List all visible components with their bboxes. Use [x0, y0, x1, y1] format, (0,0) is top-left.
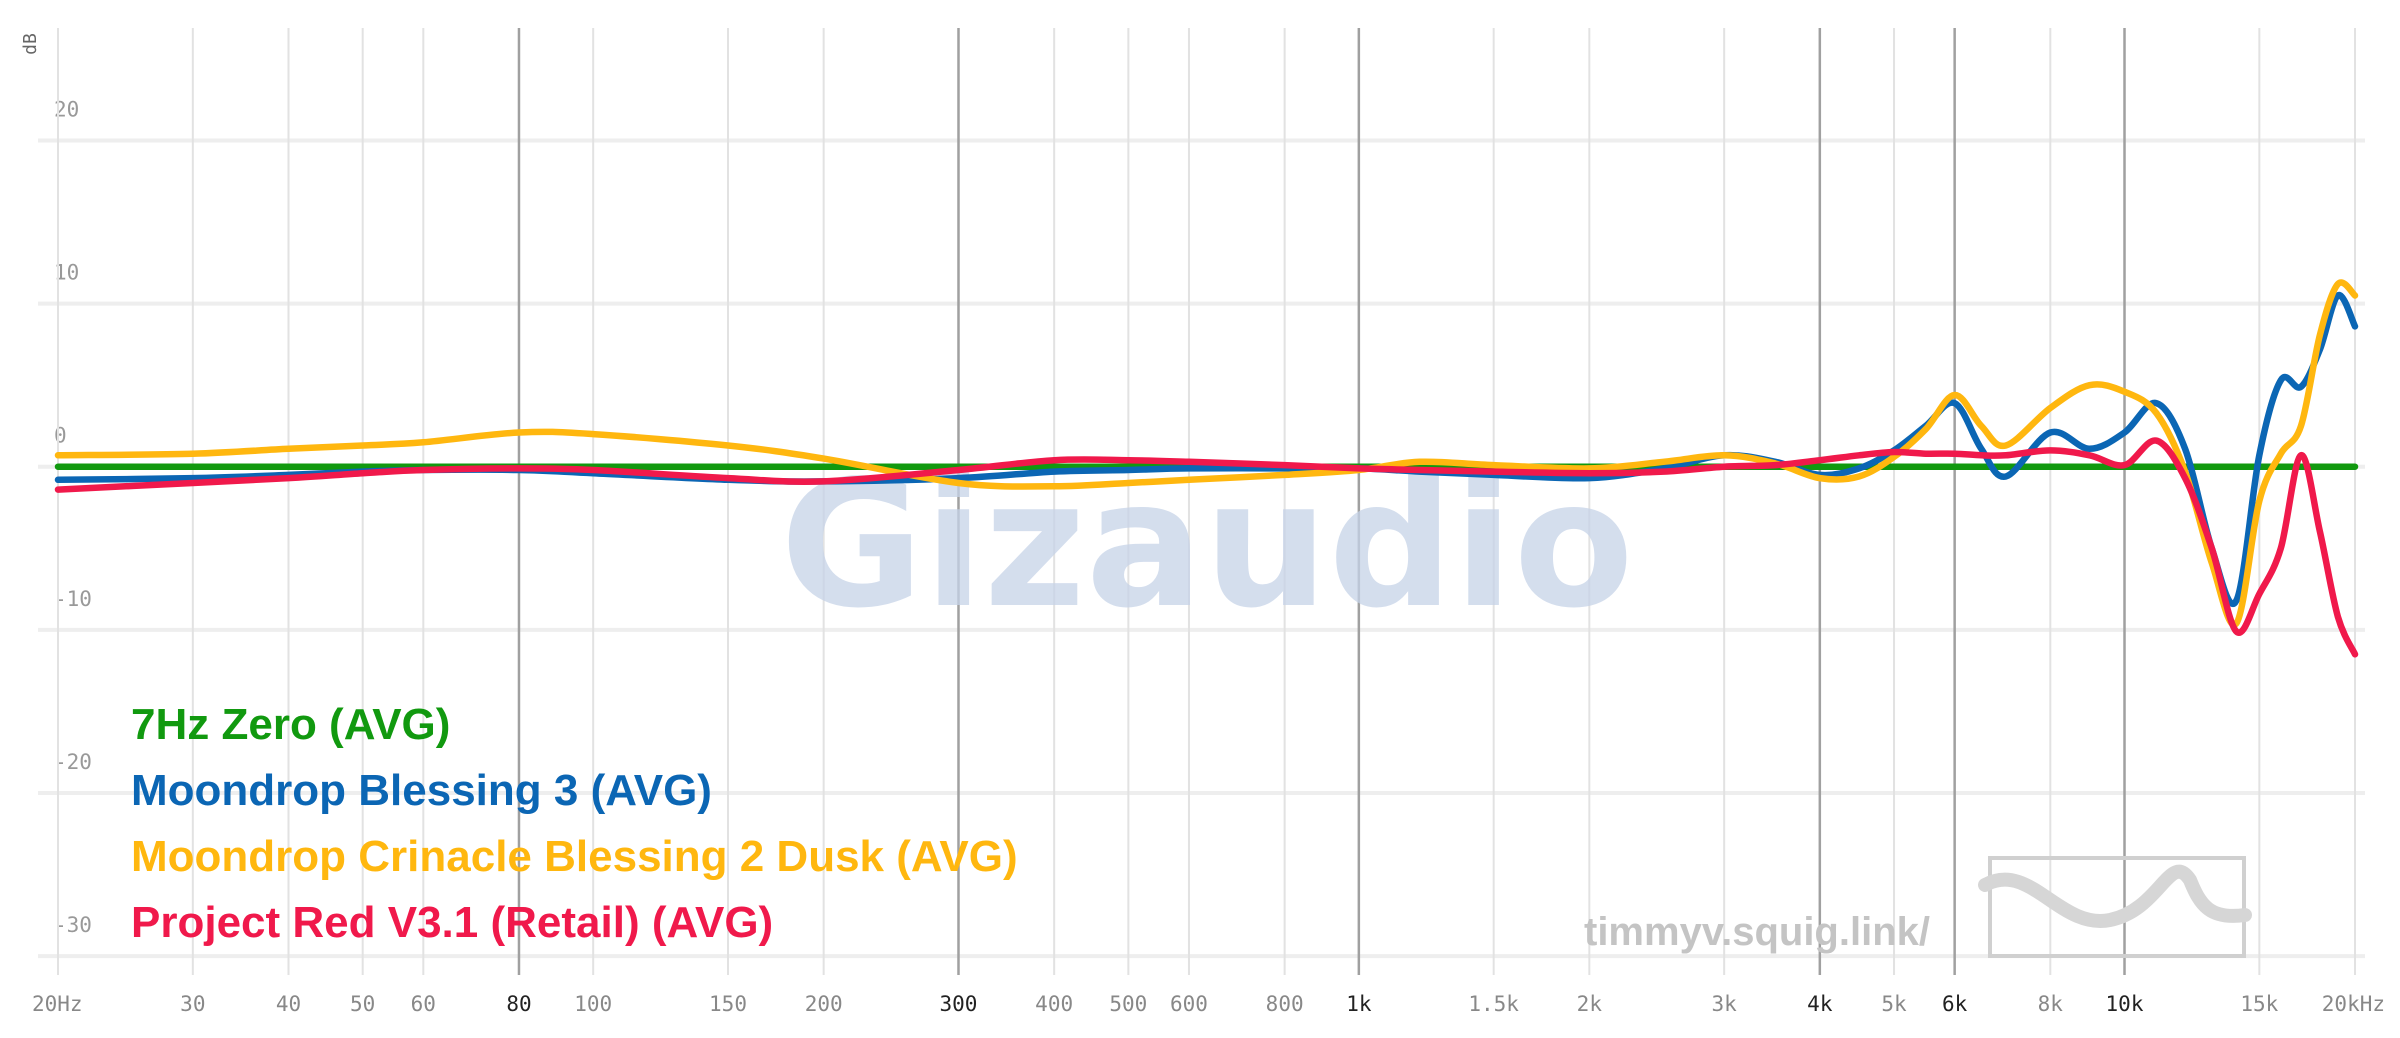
series-line: [54, 437, 2359, 658]
x-tick-label: 80: [506, 992, 531, 1016]
y-tick-label: 0: [54, 424, 67, 448]
x-tick-label: 150: [709, 992, 747, 1016]
x-tick-label: 40: [276, 992, 301, 1016]
squig-logo: [1978, 856, 2252, 958]
watermark-url: timmyv.squig.link/: [1584, 910, 1930, 954]
x-tick-label: 2k: [1577, 992, 1603, 1016]
x-tick-label: 300: [940, 992, 978, 1016]
y-tick-label: -30: [54, 913, 92, 937]
x-tick-label: 5k: [1881, 992, 1907, 1016]
legend-entry: Moondrop Blessing 3 (AVG): [131, 766, 712, 815]
x-tick-label: 400: [1035, 992, 1073, 1016]
x-tick-label: 600: [1170, 992, 1208, 1016]
x-tick-label: 1.5k: [1468, 992, 1519, 1016]
x-tick-label: 100: [574, 992, 612, 1016]
y-tick-label: -20: [54, 750, 92, 774]
x-tick-label: 500: [1109, 992, 1147, 1016]
y-axis-label: dB: [20, 33, 41, 55]
x-tick-label: 60: [411, 992, 436, 1016]
x-tick-label: 3k: [1712, 992, 1738, 1016]
x-tick-label: 1k: [1346, 992, 1372, 1016]
x-tick-label: 50: [350, 992, 375, 1016]
x-tick-label: 15k: [2240, 992, 2278, 1016]
x-tick-label: 8k: [2038, 992, 2064, 1016]
x-tick-label: 10k: [2106, 992, 2144, 1016]
x-tick-label: 4k: [1807, 992, 1833, 1016]
x-tick-label: 6k: [1942, 992, 1968, 1016]
x-tick-label: 20kHz: [2322, 992, 2385, 1016]
x-tick-label: 20Hz: [32, 992, 83, 1016]
x-tick-label: 30: [180, 992, 205, 1016]
x-tick-label: 800: [1266, 992, 1304, 1016]
y-tick-label: -10: [54, 587, 92, 611]
legend-entry: Project Red V3.1 (Retail) (AVG): [131, 898, 773, 947]
legend-entry: 7Hz Zero (AVG): [131, 700, 450, 749]
x-tick-label: 200: [805, 992, 843, 1016]
legend-entry: Moondrop Crinacle Blessing 2 Dusk (AVG): [131, 832, 1018, 881]
